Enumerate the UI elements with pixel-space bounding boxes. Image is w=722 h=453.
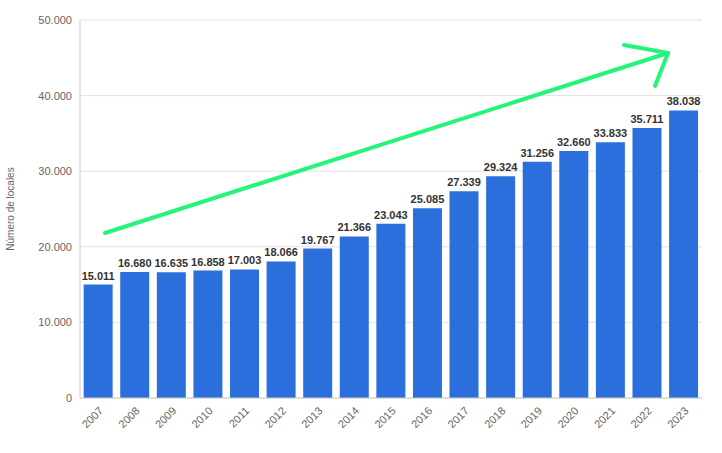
svg-text:16.858: 16.858	[191, 256, 225, 268]
svg-text:31.256: 31.256	[520, 147, 554, 159]
svg-text:2014: 2014	[336, 404, 362, 430]
svg-text:50.000: 50.000	[38, 14, 72, 26]
svg-text:2017: 2017	[445, 404, 471, 430]
svg-text:2022: 2022	[628, 404, 654, 430]
svg-text:23.043: 23.043	[374, 209, 408, 221]
svg-text:38.038: 38.038	[667, 95, 701, 107]
svg-text:35.711: 35.711	[630, 113, 663, 125]
svg-text:2018: 2018	[482, 404, 508, 430]
svg-text:2010: 2010	[189, 404, 215, 430]
svg-text:2015: 2015	[372, 404, 398, 430]
svg-text:2009: 2009	[153, 404, 179, 430]
svg-text:2007: 2007	[79, 404, 105, 430]
svg-text:32.660: 32.660	[557, 136, 591, 148]
svg-text:29.324: 29.324	[484, 161, 519, 173]
svg-text:2019: 2019	[518, 404, 544, 430]
svg-text:17.003: 17.003	[228, 254, 262, 266]
svg-text:20.000: 20.000	[38, 241, 72, 253]
svg-text:40.000: 40.000	[38, 90, 72, 102]
svg-text:18.066: 18.066	[264, 246, 298, 258]
svg-text:2020: 2020	[555, 404, 581, 430]
svg-text:2012: 2012	[262, 404, 288, 430]
svg-text:2021: 2021	[592, 404, 618, 430]
svg-text:2016: 2016	[409, 404, 435, 430]
svg-text:19.767: 19.767	[301, 234, 335, 246]
svg-text:27.339: 27.339	[447, 176, 481, 188]
svg-text:2008: 2008	[116, 404, 142, 430]
svg-text:10.000: 10.000	[38, 316, 72, 328]
svg-text:33.833: 33.833	[594, 127, 628, 139]
svg-text:2011: 2011	[226, 404, 251, 429]
svg-text:15.011: 15.011	[82, 270, 115, 282]
svg-text:2013: 2013	[299, 404, 325, 430]
svg-text:21.366: 21.366	[337, 221, 371, 233]
svg-text:30.000: 30.000	[38, 165, 72, 177]
svg-text:16.635: 16.635	[155, 257, 189, 269]
svg-text:0: 0	[66, 392, 72, 404]
svg-text:16.680: 16.680	[118, 257, 152, 269]
svg-text:25.085: 25.085	[411, 193, 445, 205]
svg-text:Número de locales: Número de locales	[8, 167, 16, 250]
svg-text:2023: 2023	[665, 404, 691, 430]
